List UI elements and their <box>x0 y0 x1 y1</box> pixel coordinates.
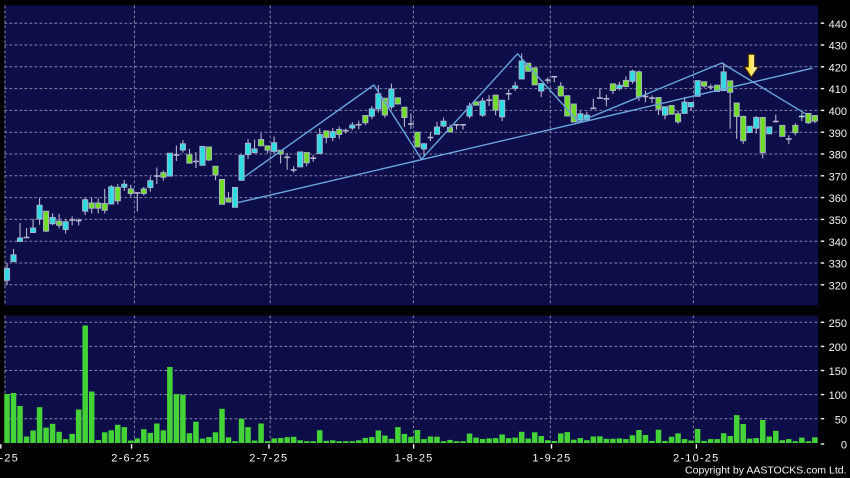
svg-text:2-7-25: 2-7-25 <box>249 453 288 465</box>
svg-text:200: 200 <box>829 342 847 354</box>
svg-text:440: 440 <box>829 19 847 31</box>
svg-text:380: 380 <box>829 150 847 162</box>
svg-text:0: 0 <box>841 440 847 452</box>
svg-text:150: 150 <box>829 366 847 378</box>
svg-text:400: 400 <box>829 106 847 118</box>
svg-text:340: 340 <box>829 237 847 249</box>
svg-text:390: 390 <box>829 128 847 140</box>
svg-text:370: 370 <box>829 171 847 183</box>
svg-text:1-9-25: 1-9-25 <box>532 453 571 465</box>
svg-text:50: 50 <box>835 414 847 426</box>
svg-text:350: 350 <box>829 215 847 227</box>
svg-text:410: 410 <box>829 84 847 96</box>
svg-text:330: 330 <box>829 259 847 271</box>
svg-text:2-10-25: 2-10-25 <box>673 453 719 465</box>
svg-text:430: 430 <box>829 41 847 53</box>
svg-text:100: 100 <box>829 390 847 402</box>
svg-text:2-5-25: 2-5-25 <box>0 453 19 465</box>
svg-text:250: 250 <box>829 318 847 330</box>
svg-text:360: 360 <box>829 193 847 205</box>
svg-text:2-6-25: 2-6-25 <box>111 453 150 465</box>
svg-text:1-8-25: 1-8-25 <box>395 453 434 465</box>
svg-text:320: 320 <box>829 280 847 292</box>
svg-text:Copyright by AASTOCKS.com Ltd.: Copyright by AASTOCKS.com Ltd. <box>685 464 846 476</box>
svg-text:420: 420 <box>829 62 847 74</box>
